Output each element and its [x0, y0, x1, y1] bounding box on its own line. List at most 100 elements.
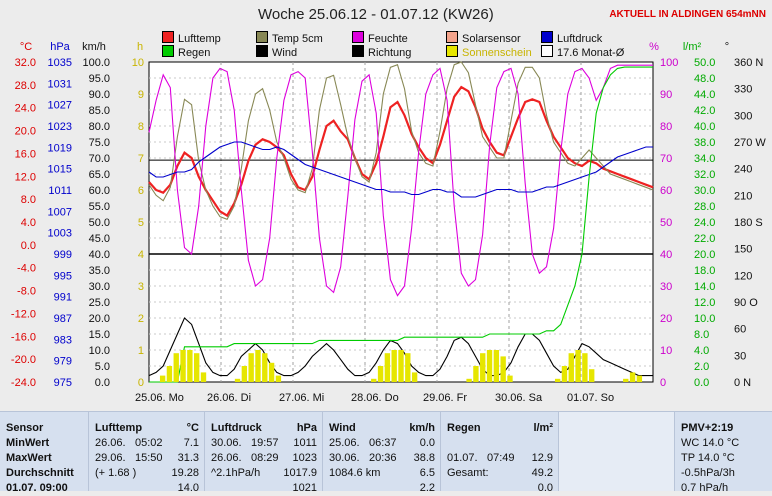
- sunshine-bar: [629, 372, 636, 382]
- axis-tick-direction: 180 S: [734, 217, 763, 229]
- legend-item-9: 17.6 Monat-Ø: [541, 45, 624, 59]
- stats-luftdruck-column: Luftdruck hPa 30.06. 19:57 1011 26.06. 08:29…: [204, 412, 323, 494]
- sunshine-bar: [589, 369, 595, 382]
- axis-tick-wind: 50.0: [89, 217, 110, 229]
- stats-lufttemp-column: Lufttemp °C 26.06. 05:02 7.1 29.06. 15:50 31.…: [88, 412, 205, 494]
- axis-tick-rain: 4.0: [694, 345, 709, 357]
- axis-tick-direction: 150: [734, 244, 752, 256]
- legend-label: Lufttemp: [178, 33, 221, 45]
- axis-tick-rain: 28.0: [694, 201, 715, 213]
- axis-tick-pressure: 1007: [48, 206, 72, 218]
- axis-tick-wind: 0.0: [95, 377, 110, 389]
- sunshine-bar: [200, 372, 207, 382]
- regen-avg-value: 49.2: [531, 467, 553, 479]
- sunshine-bar: [275, 375, 282, 382]
- stats-labels-column: Sensor MinWert MaxWert Durchschnitt 01.0…: [0, 412, 88, 494]
- axis-tick-direction: 120: [734, 270, 752, 282]
- regen-max-time: 07:49: [487, 452, 515, 464]
- axis-tick-temperature: 28.0: [15, 80, 36, 92]
- wind-min-date: 25.06.: [329, 437, 360, 449]
- wind-max-date: 30.06.: [329, 452, 360, 464]
- sunshine-bar: [466, 378, 472, 382]
- legend-item-7: Richtung: [352, 45, 411, 59]
- sunshine-bar: [493, 350, 500, 382]
- axis-tick-pressure: 975: [54, 377, 72, 389]
- axis-tick-wind: 40.0: [89, 249, 110, 261]
- sunshine-bar: [241, 366, 248, 382]
- luftdruck-unit: hPa: [296, 422, 317, 434]
- axis-tick-temperature: 12.0: [15, 171, 36, 183]
- axis-tick-pressure: 1035: [48, 57, 72, 69]
- stats-label-sensor: Sensor: [6, 422, 44, 434]
- axis-tick-wind: 80.0: [89, 121, 110, 133]
- sunshine-bar: [623, 378, 629, 382]
- axis-tick-wind: 45.0: [89, 233, 110, 245]
- legend-label: Wind: [272, 47, 298, 59]
- sunshine-bar: [405, 353, 411, 382]
- luftdruck-header: Luftdruck: [211, 422, 262, 434]
- sunshine-bar: [391, 350, 397, 382]
- luftdruck-min-time: 19:57: [251, 437, 279, 449]
- series-line-regen: [149, 66, 653, 383]
- axis-tick-pressure: 983: [54, 334, 72, 346]
- axis-unit-wind: km/h: [82, 41, 106, 53]
- luftdruck-min-date: 30.06.: [211, 437, 242, 449]
- x-tick-label: 26.06. Di: [207, 392, 251, 404]
- axis-tick-humidity: 60: [660, 185, 672, 197]
- stats-label-avg: Durchschnitt: [6, 467, 74, 479]
- axis-tick-wind: 100.0: [82, 57, 110, 69]
- legend: Lufttemp Temp 5cm Feuchte Solarsensor Luftdr…: [0, 0, 772, 60]
- legend-label: 17.6 Monat-Ø: [557, 47, 625, 59]
- axis-tick-humidity: 70: [660, 153, 672, 165]
- axis-tick-pressure: 1019: [48, 142, 72, 154]
- stats-wind-column: Wind km/h 25.06. 06:37 0.0 30.06. 20:36 38.8 …: [322, 412, 441, 494]
- axis-tick-pressure: 1015: [48, 164, 72, 176]
- sunshine-bar: [262, 353, 268, 382]
- luftdruck-extra-value: 1021: [292, 482, 317, 494]
- axis-tick-humidity: 50: [660, 217, 672, 229]
- series-line-lufttemp: [148, 85, 654, 218]
- axis-tick-temperature: 32.0: [15, 57, 36, 69]
- axis-tick-rain: 20.0: [694, 249, 715, 261]
- axis-tick-temperature: -20.0: [11, 354, 36, 366]
- legend-label: Sonnenschein: [462, 47, 532, 59]
- sunshine-bar: [473, 366, 479, 382]
- axis-tick-sunshine: 10: [132, 57, 144, 69]
- sunshine-bar: [575, 350, 581, 382]
- axis-tick-wind: 10.0: [89, 345, 110, 357]
- axis-tick-direction: 270 W: [734, 137, 766, 149]
- x-tick-label: 27.06. Mi: [279, 392, 324, 404]
- axis-tick-rain: 2.0: [694, 361, 709, 373]
- regen-max-value: 12.9: [531, 452, 553, 464]
- sunshine-bar: [180, 350, 186, 382]
- axis-tick-rain: 10.0: [694, 313, 715, 325]
- lufttemp-max-value: 31.3: [177, 452, 199, 464]
- pmv-header: PMV+2:19: [681, 422, 734, 434]
- stats-regen-column: Regen l/m² 01.07. 07:49 12.9 Gesamt: 49.2 0.…: [440, 412, 559, 494]
- axis-tick-humidity: 90: [660, 89, 672, 101]
- axis-tick-humidity: 100: [660, 57, 678, 69]
- regen-max-date: 01.07.: [447, 452, 478, 464]
- sunshine-bar: [568, 353, 574, 382]
- axis-tick-wind: 5.0: [95, 361, 110, 373]
- sunshine-bar: [398, 350, 404, 382]
- axis-tick-rain: 32.0: [694, 169, 715, 181]
- lufttemp-max-time: 15:50: [135, 452, 163, 464]
- axis-tick-direction: 60: [734, 324, 746, 336]
- legend-swatch: [352, 45, 364, 57]
- legend-swatch: [541, 45, 553, 57]
- axis-tick-rain: 18.0: [694, 265, 715, 277]
- axis-tick-pressure: 1011: [48, 185, 72, 197]
- wind-avg-note: 1084.6 km: [329, 467, 381, 479]
- lufttemp-min-value: 7.1: [183, 437, 199, 449]
- regen-extra-value: 0.0: [537, 482, 553, 494]
- axis-tick-temperature: 24.0: [15, 103, 36, 115]
- regen-avg-note: Gesamt:: [447, 467, 489, 479]
- luftdruck-max-time: 08:29: [251, 452, 279, 464]
- axis-tick-rain: 24.0: [694, 217, 715, 229]
- lufttemp-min-time: 05:02: [135, 437, 163, 449]
- lufttemp-avg-note: (+ 1.68 ): [95, 467, 137, 479]
- legend-item-5: Regen: [162, 45, 210, 59]
- sunshine-bar: [248, 353, 254, 382]
- axis-tick-direction: 0 N: [734, 377, 751, 389]
